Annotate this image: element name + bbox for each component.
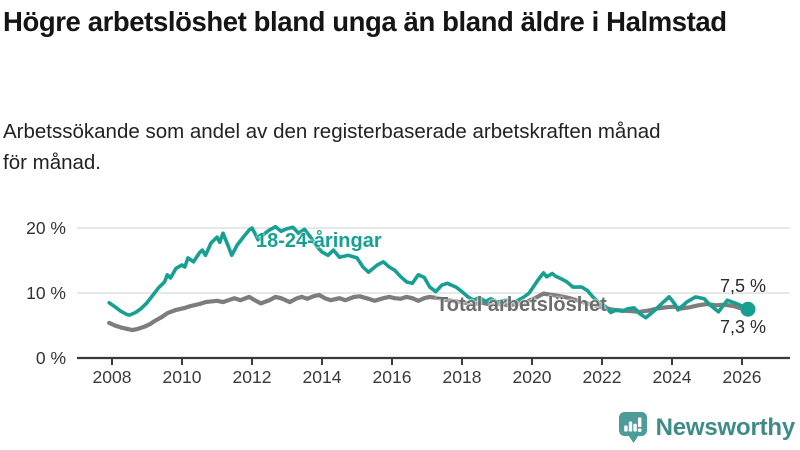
- y-tick-label: 0 %: [36, 348, 66, 368]
- x-tick-label: 2022: [583, 367, 622, 387]
- x-tick-label: 2026: [723, 367, 762, 387]
- x-tick-label: 2014: [303, 367, 342, 387]
- end-value-total: 7,3 %: [720, 317, 767, 337]
- page-title: Högre arbetslöshet bland unga än bland ä…: [3, 6, 727, 37]
- line-total: [107, 291, 751, 333]
- end-point-marker: [740, 301, 756, 317]
- brand-logo[interactable]: Newsworthy: [618, 411, 795, 444]
- series-label-youth: 18-24-åringar: [256, 230, 382, 252]
- y-tick-label: 20 %: [26, 218, 66, 238]
- x-tick-label: 2016: [373, 367, 412, 387]
- end-value-youth: 7,5 %: [720, 276, 767, 296]
- x-tick-label: 2020: [513, 367, 552, 387]
- newsworthy-icon: [618, 412, 647, 443]
- x-tick-label: 2010: [163, 367, 202, 387]
- x-tick-label: 2012: [233, 367, 272, 387]
- x-tick-label: 2018: [443, 367, 482, 387]
- chart-subtitle: Arbetssökande som andel av den registerb…: [3, 120, 661, 174]
- series-label-total: Total arbetslöshet: [436, 294, 607, 316]
- x-tick-label: 2024: [653, 367, 692, 387]
- line-youth: [107, 224, 750, 320]
- chart-canvas: 0 % 10 % 20 % 2008 2010 2012 2014 2016 2018 2020 2…: [26, 218, 790, 387]
- x-tick-label: 2008: [93, 367, 132, 387]
- brand-name: Newsworthy: [655, 413, 796, 441]
- y-tick-label: 10 %: [26, 283, 66, 303]
